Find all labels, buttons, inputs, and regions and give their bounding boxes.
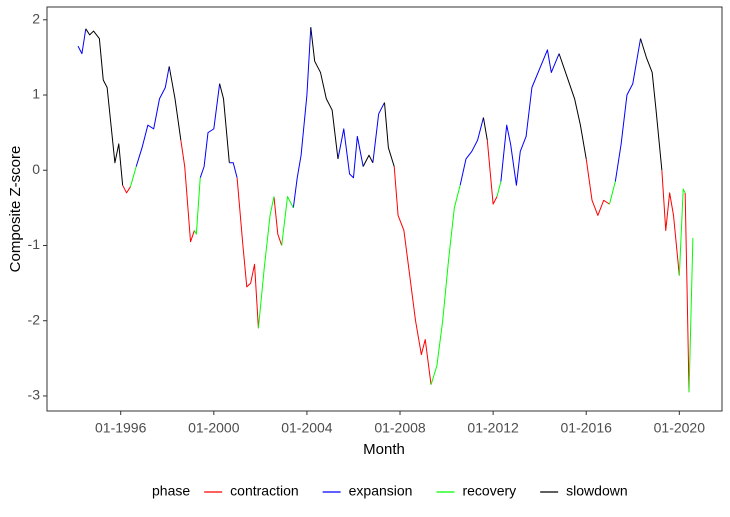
series-line <box>122 140 690 393</box>
y-tick-label: 2 <box>32 10 40 26</box>
series-line <box>77 27 642 208</box>
y-tick-label: 0 <box>32 161 40 177</box>
x-tick-label: 01-1996 <box>95 420 147 436</box>
legend-label: expansion <box>349 483 413 499</box>
y-tick-label: 1 <box>32 86 40 102</box>
y-tick-label: -1 <box>28 236 41 252</box>
y-axis-title: Composite Z-score <box>7 146 24 273</box>
x-tick-label: 01-2016 <box>561 420 613 436</box>
legend-label: slowdown <box>566 483 627 499</box>
x-tick-label: 01-2020 <box>654 420 706 436</box>
x-tick-label: 01-2000 <box>188 420 240 436</box>
y-tick-label: -3 <box>28 387 41 403</box>
legend-label: contraction <box>230 483 298 499</box>
x-tick-label: 01-2004 <box>281 420 333 436</box>
series-line <box>129 166 694 393</box>
series-line <box>85 27 663 186</box>
y-tick-label: -2 <box>28 311 41 327</box>
x-axis-title: Month <box>363 441 405 458</box>
plot-panel <box>46 6 723 412</box>
x-tick-label: 01-2008 <box>374 420 426 436</box>
x-tick-label: 01-2012 <box>467 420 519 436</box>
legend-label: recovery <box>462 483 516 499</box>
legend-title: phase <box>152 483 190 499</box>
